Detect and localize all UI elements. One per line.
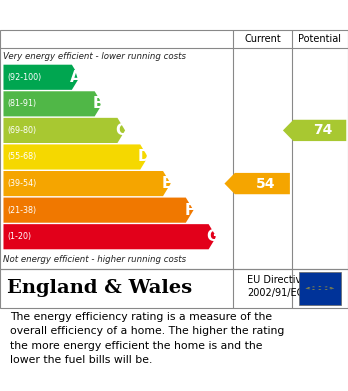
Bar — [299, 272, 341, 305]
Polygon shape — [3, 91, 102, 117]
Polygon shape — [305, 288, 309, 289]
Text: (81-91): (81-91) — [8, 99, 37, 108]
Text: 74: 74 — [314, 124, 333, 137]
Polygon shape — [283, 120, 346, 141]
Polygon shape — [311, 289, 315, 290]
Polygon shape — [3, 144, 148, 170]
Text: England & Wales: England & Wales — [7, 279, 192, 297]
Polygon shape — [324, 289, 328, 290]
Polygon shape — [3, 65, 79, 90]
Polygon shape — [224, 173, 290, 194]
Text: (1-20): (1-20) — [8, 232, 32, 241]
Text: B: B — [93, 96, 104, 111]
Text: Very energy efficient - lower running costs: Very energy efficient - lower running co… — [3, 52, 187, 61]
Polygon shape — [318, 286, 322, 287]
Text: (39-54): (39-54) — [8, 179, 37, 188]
Text: The energy efficiency rating is a measure of the
overall efficiency of a home. T: The energy efficiency rating is a measur… — [10, 312, 285, 365]
Text: (55-68): (55-68) — [8, 152, 37, 161]
Text: (69-80): (69-80) — [8, 126, 37, 135]
Polygon shape — [307, 287, 311, 288]
Text: Not energy efficient - higher running costs: Not energy efficient - higher running co… — [3, 255, 187, 264]
Polygon shape — [3, 197, 193, 223]
Text: A: A — [70, 70, 81, 85]
Text: (92-100): (92-100) — [8, 73, 42, 82]
Text: EU Directive
2002/91/EC: EU Directive 2002/91/EC — [247, 274, 307, 298]
Text: G: G — [206, 229, 219, 244]
Polygon shape — [329, 287, 333, 288]
Text: Potential: Potential — [298, 34, 341, 44]
Polygon shape — [3, 171, 171, 196]
Text: Energy Efficiency Rating: Energy Efficiency Rating — [9, 6, 238, 24]
Polygon shape — [3, 224, 216, 249]
Polygon shape — [331, 288, 334, 289]
Text: D: D — [138, 149, 150, 165]
Text: E: E — [162, 176, 172, 191]
Text: 54: 54 — [256, 177, 276, 190]
Text: F: F — [184, 203, 195, 218]
Text: (21-38): (21-38) — [8, 206, 37, 215]
Polygon shape — [318, 289, 322, 290]
Text: C: C — [116, 123, 127, 138]
Text: Current: Current — [244, 34, 281, 44]
Polygon shape — [3, 118, 125, 143]
